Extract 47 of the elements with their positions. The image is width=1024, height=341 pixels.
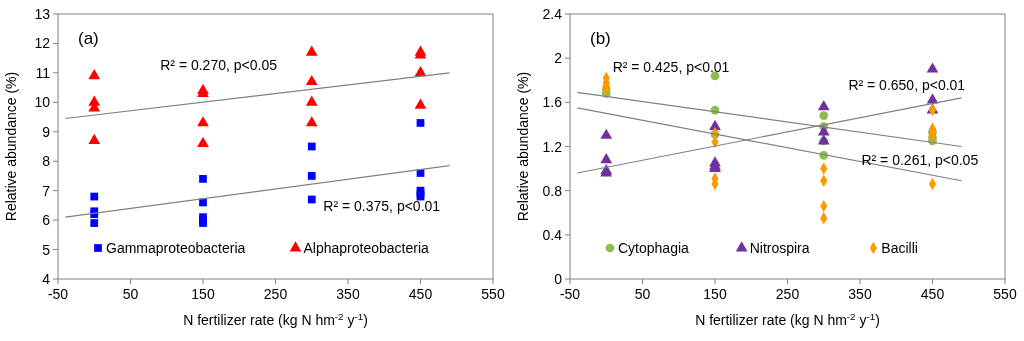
x-tick-label: 150 bbox=[703, 286, 727, 302]
x-axis-title: N fertilizer rate (kg N hm$^{-2}$ y$^{-1}$) bbox=[695, 310, 880, 328]
x-axis-title: N fertilizer rate (kg N hm$^{-2}$ y$^{-1}$) bbox=[183, 310, 368, 328]
y-tick-label: 11 bbox=[35, 64, 51, 81]
y-tick-label: 0.8 bbox=[542, 182, 563, 199]
legend-label: Alphaproteobacteria bbox=[303, 240, 430, 256]
annotation: R² = 0.425, p<0.01 bbox=[612, 58, 730, 75]
y-tick-label: 4 bbox=[42, 271, 51, 287]
x-tick-label: 350 bbox=[336, 286, 360, 302]
x-tick-label: 350 bbox=[848, 286, 872, 302]
y-tick-label: 1.6 bbox=[542, 94, 563, 111]
y-tick-label: 5 bbox=[42, 241, 51, 258]
x-tick-label: -50 bbox=[559, 286, 581, 302]
text: (a) bbox=[78, 29, 99, 48]
annotation: R² = 0.650, p<0.01 bbox=[848, 77, 966, 94]
x-tick-label: 250 bbox=[775, 286, 800, 302]
y-tick-label: 9 bbox=[42, 123, 51, 140]
legend-label: Gammaproteobacteria bbox=[106, 240, 246, 256]
y-tick-label: 6 bbox=[42, 212, 51, 229]
x-tick-label: 150 bbox=[191, 286, 215, 302]
x-tick-label: 50 bbox=[634, 286, 651, 302]
x-tick-label: 50 bbox=[122, 286, 139, 302]
annotation: R² = 0.261, p<0.05 bbox=[861, 152, 979, 169]
legend-label: Cytophagia bbox=[618, 240, 690, 256]
y-tick-label: 7 bbox=[42, 182, 51, 199]
text: (b) bbox=[590, 29, 611, 48]
y-tick-label: 12 bbox=[34, 35, 51, 52]
y-tick-label: 1.2 bbox=[542, 138, 563, 155]
y-axis-title: Relative abundance (%) bbox=[515, 71, 531, 222]
x-tick-label: 450 bbox=[408, 286, 433, 302]
y-tick-label: 8 bbox=[42, 153, 51, 170]
x-tick-label: 550 bbox=[993, 286, 1017, 302]
y-tick-label: 0 bbox=[554, 271, 563, 287]
annotation: R² = 0.270, p<0.05 bbox=[160, 56, 278, 73]
x-tick-label: 250 bbox=[263, 286, 288, 302]
y-axis-title: Relative abundance (%) bbox=[3, 71, 19, 222]
annotation: R² = 0.375, p<0.01 bbox=[323, 198, 441, 215]
x-tick-label: 450 bbox=[920, 286, 945, 302]
x-tick-label: -50 bbox=[47, 286, 69, 302]
y-tick-label: 13 bbox=[34, 6, 51, 22]
y-tick-label: 0.4 bbox=[542, 226, 563, 243]
x-tick-label: 550 bbox=[481, 286, 505, 302]
y-tick-label: 2.4 bbox=[542, 6, 563, 22]
legend-label: Bacilli bbox=[881, 240, 918, 256]
y-tick-label: 2 bbox=[554, 50, 563, 67]
legend-label: Nitrospira bbox=[749, 240, 810, 256]
y-tick-label: 10 bbox=[34, 94, 51, 111]
